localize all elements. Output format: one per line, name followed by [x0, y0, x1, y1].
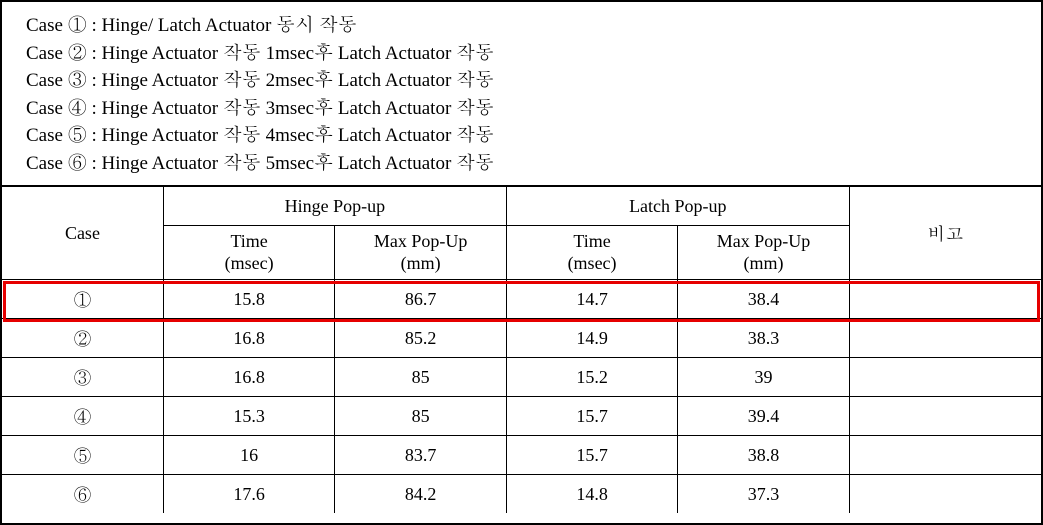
time-unit: (msec)	[511, 253, 673, 275]
popup-data-table: Case Hinge Pop-up Latch Pop-up 비고 Time (…	[2, 185, 1041, 513]
cell-hinge-max: 84.2	[335, 475, 506, 514]
circled-number-2: ②	[68, 40, 87, 68]
case-text-4: : Hinge Actuator 작동 3msec후 Latch Actuato…	[87, 98, 494, 119]
cell-remark	[849, 436, 1041, 475]
case-description-4: Case ④ : Hinge Actuator 작동 3msec후 Latch …	[26, 95, 1017, 123]
header-remark: 비고	[849, 186, 1041, 280]
case-description-list: Case ① : Hinge/ Latch Actuator 동시 작동 Cas…	[2, 2, 1041, 185]
cell-latch-max: 37.3	[678, 475, 849, 514]
cell-remark	[849, 475, 1041, 514]
header-hinge-time: Time (msec)	[163, 226, 334, 280]
case-prefix: Case	[26, 125, 68, 146]
case-description-2: Case ② : Hinge Actuator 작동 1msec후 Latch …	[26, 40, 1017, 68]
cell-latch-max: 38.4	[678, 280, 849, 319]
cell-latch-time: 14.7	[506, 280, 677, 319]
cell-latch-time: 15.7	[506, 436, 677, 475]
cell-case: ④	[2, 397, 163, 436]
circled-number-6: ⑥	[68, 150, 87, 178]
cell-hinge-time: 15.3	[163, 397, 334, 436]
table-row: ②16.885.214.938.3	[2, 319, 1041, 358]
cell-latch-max: 39	[678, 358, 849, 397]
case-description-6: Case ⑥ : Hinge Actuator 작동 5msec후 Latch …	[26, 150, 1017, 178]
max-unit: (mm)	[339, 253, 501, 275]
cell-hinge-max: 85	[335, 397, 506, 436]
case-text-6: : Hinge Actuator 작동 5msec후 Latch Actuato…	[87, 153, 494, 174]
circled-number-3: ③	[68, 67, 87, 95]
cell-hinge-time: 16.8	[163, 319, 334, 358]
cell-hinge-max: 85.2	[335, 319, 506, 358]
cell-case: ⑤	[2, 436, 163, 475]
cell-hinge-max: 86.7	[335, 280, 506, 319]
table-row: ③16.88515.239	[2, 358, 1041, 397]
time-unit: (msec)	[168, 253, 330, 275]
time-label: Time	[168, 231, 330, 253]
header-latch-max: Max Pop-Up (mm)	[678, 226, 849, 280]
case-text-2: : Hinge Actuator 작동 1msec후 Latch Actuato…	[87, 43, 494, 64]
cell-latch-time: 15.7	[506, 397, 677, 436]
cell-latch-max: 39.4	[678, 397, 849, 436]
cell-hinge-max: 83.7	[335, 436, 506, 475]
cell-case: ①	[2, 280, 163, 319]
cell-hinge-time: 16	[163, 436, 334, 475]
case-description-3: Case ③ : Hinge Actuator 작동 2msec후 Latch …	[26, 67, 1017, 95]
case-text-1: : Hinge/ Latch Actuator 동시 작동	[87, 15, 357, 36]
cell-case: ②	[2, 319, 163, 358]
cell-hinge-time: 17.6	[163, 475, 334, 514]
max-label: Max Pop-Up	[682, 231, 844, 253]
case-prefix: Case	[26, 153, 68, 174]
cell-hinge-max: 85	[335, 358, 506, 397]
table-row: ④15.38515.739.4	[2, 397, 1041, 436]
cell-hinge-time: 16.8	[163, 358, 334, 397]
case-prefix: Case	[26, 98, 68, 119]
cell-latch-time: 14.9	[506, 319, 677, 358]
cell-remark	[849, 319, 1041, 358]
cell-remark	[849, 358, 1041, 397]
cell-remark	[849, 397, 1041, 436]
header-latch-popup: Latch Pop-up	[506, 186, 849, 226]
time-label: Time	[511, 231, 673, 253]
header-hinge-popup: Hinge Pop-up	[163, 186, 506, 226]
case-text-5: : Hinge Actuator 작동 4msec후 Latch Actuato…	[87, 125, 494, 146]
table-row: ⑤1683.715.738.8	[2, 436, 1041, 475]
header-case: Case	[2, 186, 163, 280]
case-description-1: Case ① : Hinge/ Latch Actuator 동시 작동	[26, 12, 1017, 40]
cell-latch-max: 38.8	[678, 436, 849, 475]
cell-case: ③	[2, 358, 163, 397]
cell-remark	[849, 280, 1041, 319]
document-container: Case ① : Hinge/ Latch Actuator 동시 작동 Cas…	[0, 0, 1043, 525]
cell-latch-max: 38.3	[678, 319, 849, 358]
max-unit: (mm)	[682, 253, 844, 275]
header-latch-time: Time (msec)	[506, 226, 677, 280]
case-prefix: Case	[26, 15, 68, 36]
cell-hinge-time: 15.8	[163, 280, 334, 319]
cell-latch-time: 15.2	[506, 358, 677, 397]
circled-number-4: ④	[68, 95, 87, 123]
case-prefix: Case	[26, 43, 68, 64]
table-row: ①15.886.714.738.4	[2, 280, 1041, 319]
case-prefix: Case	[26, 70, 68, 91]
max-label: Max Pop-Up	[339, 231, 501, 253]
case-text-3: : Hinge Actuator 작동 2msec후 Latch Actuato…	[87, 70, 494, 91]
cell-case: ⑥	[2, 475, 163, 514]
circled-number-5: ⑤	[68, 122, 87, 150]
cell-latch-time: 14.8	[506, 475, 677, 514]
circled-number-1: ①	[68, 12, 87, 40]
case-description-5: Case ⑤ : Hinge Actuator 작동 4msec후 Latch …	[26, 122, 1017, 150]
header-hinge-max: Max Pop-Up (mm)	[335, 226, 506, 280]
table-row: ⑥17.684.214.837.3	[2, 475, 1041, 514]
table-header-row-1: Case Hinge Pop-up Latch Pop-up 비고	[2, 186, 1041, 226]
table-body: ①15.886.714.738.4②16.885.214.938.3③16.88…	[2, 280, 1041, 514]
